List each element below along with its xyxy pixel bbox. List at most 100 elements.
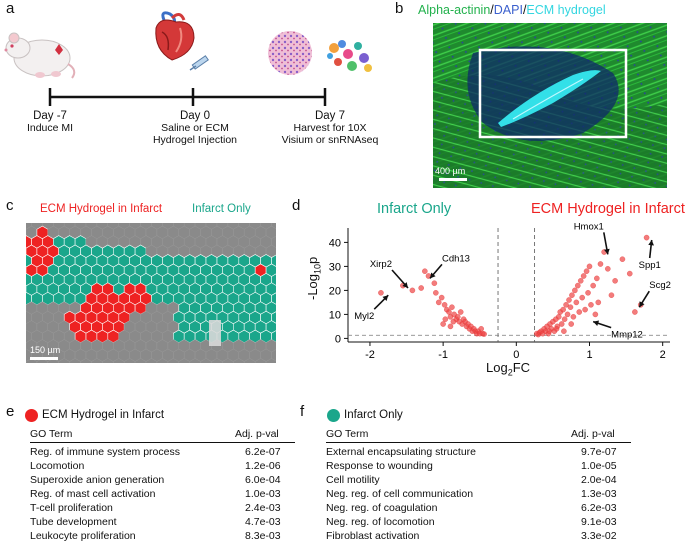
- table-row-pval: 2.0e-04: [581, 474, 617, 486]
- hex-spot: [189, 358, 201, 363]
- table-row-pval: 1.3e-03: [581, 488, 617, 500]
- annotation-arrowhead: [648, 240, 654, 246]
- x-tick-label: -1: [438, 349, 448, 361]
- data-point: [455, 314, 461, 320]
- data-point: [446, 309, 452, 315]
- data-point: [583, 268, 590, 274]
- gene-label: Xirp2: [370, 259, 392, 270]
- table-row-pval: 1.2e-06: [245, 460, 281, 472]
- hex-spot: [167, 358, 180, 363]
- title-slash-1: /: [490, 3, 494, 17]
- x-tick-label: 2: [660, 349, 666, 361]
- table-row-pval: 2.4e-03: [245, 502, 281, 514]
- timeline-day-1: Day -7: [33, 110, 67, 122]
- data-point: [588, 302, 594, 308]
- hex-spot: [222, 358, 234, 363]
- panel-e-title: ECM Hydrogel in Infarct: [42, 409, 165, 421]
- panel-b-title: Alpha-actinin/DAPI/ECM hydrogel: [418, 3, 606, 17]
- cell-cluster-illustration: [327, 40, 372, 72]
- data-point: [575, 282, 581, 289]
- timeline-day-2: Day 0: [179, 110, 211, 122]
- data-point: [582, 306, 588, 313]
- gene-label: Scg2: [649, 280, 671, 291]
- data-point: [560, 306, 566, 313]
- data-point: [570, 314, 577, 320]
- hex-spot: [243, 358, 256, 363]
- hex-spot: [58, 358, 70, 363]
- data-point: [567, 304, 574, 310]
- data-point: [431, 280, 438, 286]
- table-row-pval: 6.2e-07: [245, 446, 281, 458]
- y-tick-label: 20: [329, 285, 341, 297]
- title-dapi: DAPI: [493, 3, 523, 17]
- timeline-desc-2: Saline or ECM Hydrogel Injection: [152, 122, 238, 146]
- gene-label: Mmp12: [611, 330, 643, 341]
- ylabel-pre: -Log: [305, 273, 320, 300]
- gene-label: Spp1: [639, 260, 661, 271]
- data-point: [579, 294, 585, 301]
- volcano-plot: 0 10 20 30 40 -2 -1 0 1 2 Xirp2 Cdh13 Myl2 Hmox1 Spp1 S…: [329, 221, 671, 361]
- tissue-artifact: [209, 320, 221, 346]
- table-row-pval: 4.7e-03: [245, 516, 281, 528]
- panel-e-col-pval: Adj. p-val: [235, 428, 279, 440]
- table-row-pval: 6.2e-03: [581, 502, 617, 514]
- table-row-term: Reg. of mast cell activation: [30, 488, 156, 500]
- table-row-term: Locomotion: [30, 460, 85, 472]
- annotation-arrowhead: [639, 301, 645, 308]
- timeline-axis: [48, 88, 327, 106]
- data-point: [564, 311, 571, 318]
- table-row-term: Leukocyte proliferation: [30, 530, 136, 542]
- timeline-day-3: Day 7: [314, 110, 346, 122]
- data-point: [586, 263, 593, 270]
- y-tick-label: 30: [329, 261, 341, 273]
- panel-b-scale-label: 400 µm: [435, 166, 466, 176]
- data-point: [418, 285, 424, 291]
- x-tick-label: 1: [586, 349, 592, 361]
- hex-spot: [233, 358, 245, 363]
- y-tick-label: 0: [335, 333, 341, 345]
- panel-e-dot-icon: [25, 409, 38, 422]
- panel-c-label: c: [6, 197, 14, 214]
- ylabel-sub: 10: [312, 263, 323, 274]
- table-row-pval: 9.7e-07: [581, 446, 617, 458]
- table-row-term: T-cell proliferation: [30, 502, 113, 514]
- panel-f-label: f: [300, 403, 305, 420]
- table-row-term: Neg. reg. of coagulation: [326, 502, 438, 514]
- table-row-term: Neg. reg. of locomotion: [326, 516, 435, 528]
- table-row-pval: 6.0e-04: [245, 474, 281, 486]
- data-point: [556, 314, 562, 320]
- data-point: [478, 326, 484, 332]
- gene-label: Myl2: [354, 311, 374, 322]
- annotation-arrowhead: [402, 282, 409, 288]
- data-point: [568, 321, 574, 327]
- panel-f-header-rule: [326, 442, 631, 443]
- hex-spot: [91, 358, 103, 363]
- hex-spot: [134, 358, 147, 363]
- rat-illustration: [4, 32, 76, 79]
- title-slash-2: /: [522, 3, 527, 17]
- spatial-hex-map: [26, 223, 276, 363]
- panel-e-header-rule: [30, 442, 295, 443]
- gene-label: Hmox1: [574, 221, 604, 232]
- data-point: [563, 302, 569, 308]
- panel-a-label: a: [6, 0, 15, 17]
- hex-spot: [200, 358, 212, 363]
- table-row-term: Reg. of immune system process: [30, 446, 180, 458]
- data-point: [561, 316, 568, 322]
- timeline-desc-3: Harvest for 10X Visium or snRNAseq: [281, 122, 379, 146]
- microscopy-image: [433, 23, 667, 188]
- x-tick-label: -2: [365, 349, 375, 361]
- annotation-arrowhead: [382, 295, 389, 301]
- data-point: [573, 299, 580, 306]
- panel-f-title: Infarct Only: [344, 409, 403, 421]
- data-point: [433, 290, 439, 296]
- hex-spot: [211, 358, 223, 363]
- xlabel-tail: FC: [512, 360, 531, 375]
- panel-f-col-pval: Adj. p-val: [571, 428, 615, 440]
- data-point: [569, 292, 575, 298]
- data-point: [626, 270, 633, 277]
- data-point: [585, 290, 591, 296]
- data-point: [605, 266, 611, 272]
- data-point: [481, 331, 487, 337]
- data-point: [561, 328, 567, 334]
